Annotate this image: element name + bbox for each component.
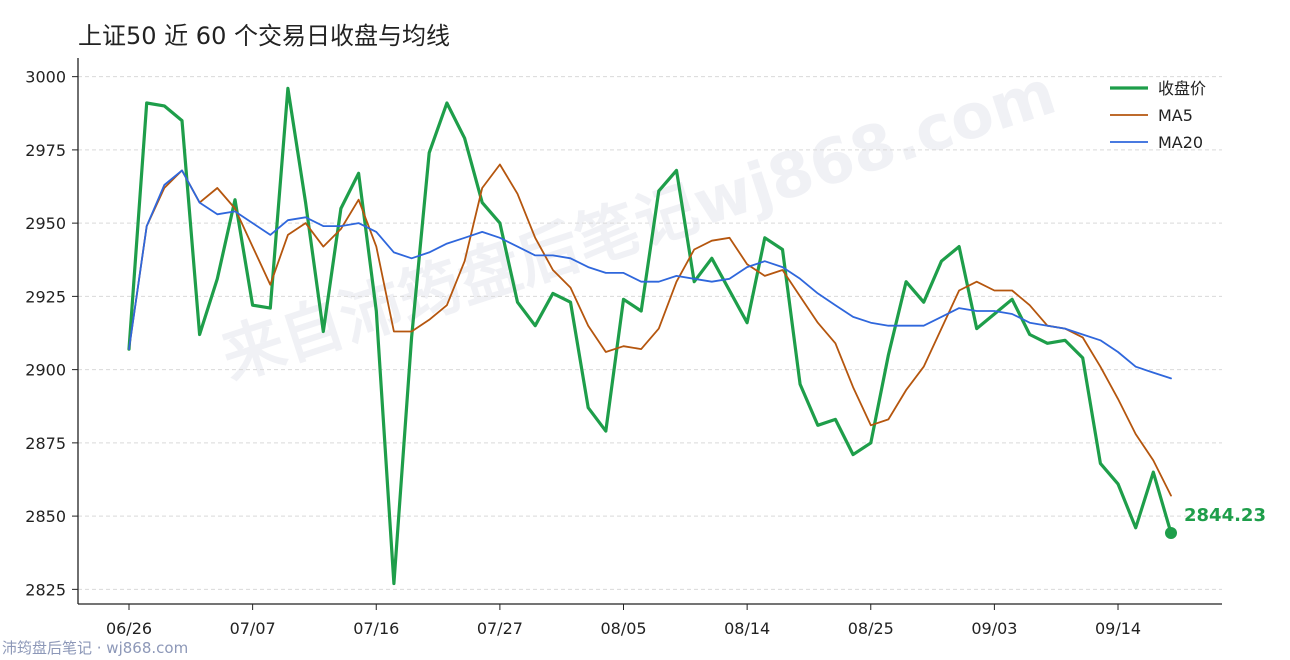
last-value-label: 2844.23 <box>1184 505 1266 526</box>
series-ma5-line <box>128 163 1172 497</box>
x-axis: 06/26 07/07 07/16 07/27 08/05 08/14 08/25 09/03… <box>78 603 1222 638</box>
y-tick-label: 2950 <box>25 214 66 233</box>
x-tick-label: 08/14 <box>724 619 770 638</box>
y-tick-label: 2850 <box>25 507 66 526</box>
y-tick-label: 2975 <box>25 141 66 160</box>
y-tick-label: 2900 <box>25 361 66 380</box>
y-tick-label: 2875 <box>25 434 66 453</box>
legend: 收盘价 MA5 MA20 <box>1110 79 1206 152</box>
legend-label: 收盘价 <box>1158 79 1206 98</box>
chart-title: 上证50 近 60 个交易日收盘与均线 <box>78 22 450 50</box>
y-tick-label: 3000 <box>25 68 66 87</box>
x-tick-label: 08/05 <box>600 619 646 638</box>
x-tick-label: 07/07 <box>230 619 276 638</box>
series-ma20-line <box>128 169 1172 380</box>
credit-text: 沛筠盘后笔记 · wj868.com <box>2 639 189 657</box>
watermark-text: 来自沛筠盘后笔记wj868.com <box>213 55 1064 394</box>
x-tick-label: 09/14 <box>1095 619 1141 638</box>
last-point-marker <box>1165 527 1177 540</box>
watermark: 来自沛筠盘后笔记wj868.com <box>213 55 1064 394</box>
grid <box>78 76 1222 590</box>
y-tick-label: 2825 <box>25 580 66 599</box>
legend-label: MA5 <box>1158 106 1193 125</box>
y-tick-label: 2925 <box>25 287 66 306</box>
x-tick-label: 07/16 <box>353 619 399 638</box>
y-axis: 2825 2850 2875 2900 2925 2950 2975 3000 <box>25 58 79 604</box>
legend-label: MA20 <box>1158 133 1203 152</box>
x-tick-label: 06/26 <box>106 619 152 638</box>
series-group <box>127 86 1177 586</box>
x-tick-label: 08/25 <box>848 619 894 638</box>
x-tick-label: 09/03 <box>971 619 1017 638</box>
x-tick-label: 07/27 <box>477 619 523 638</box>
